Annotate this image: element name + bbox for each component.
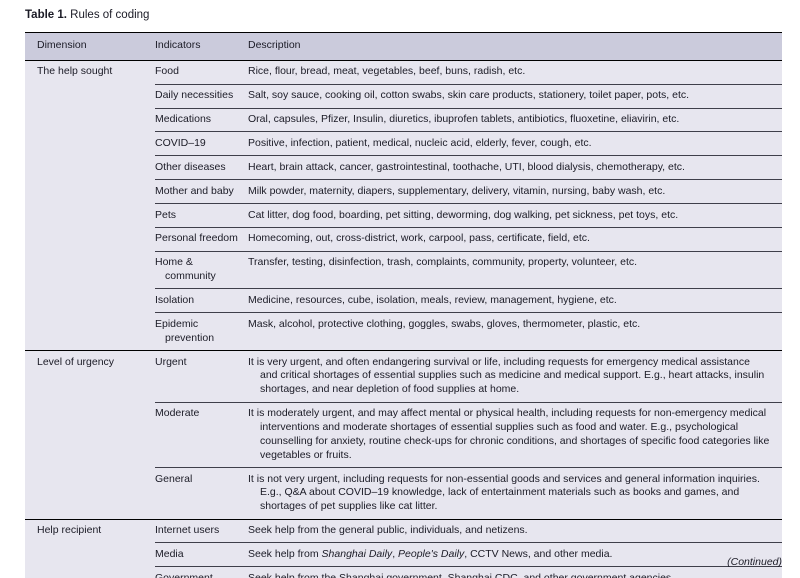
description-cell: Homecoming, out, cross-district, work, c… (248, 226, 782, 251)
dimension-cell (25, 179, 155, 203)
description-cell: It is moderately urgent, and may affect … (248, 401, 782, 467)
description-cell: Mask, alcohol, protective clothing, gogg… (248, 312, 782, 350)
table-row: Level of urgency Urgent It is very urgent,… (25, 351, 782, 402)
table-row: Other diseases Heart, brain attack, cance… (25, 155, 782, 179)
italic-text-segment: People's Daily (398, 547, 465, 560)
table-row: Home & community Transfer, testing, disin… (25, 250, 782, 289)
italic-text-segment: Shanghai Daily (321, 547, 393, 560)
dimension-cell (25, 566, 155, 578)
table-title-label: Table 1. (25, 9, 67, 21)
column-header-description: Description (248, 39, 301, 51)
dimension-cell (25, 155, 155, 179)
indicator-cell: COVID–19 (155, 131, 248, 155)
table-title: Table 1. Rules of coding (25, 9, 149, 23)
description-cell: Rice, flour, bread, meat, vegetables, be… (248, 65, 526, 78)
indicator-cell: General (155, 467, 248, 519)
dimension-cell (25, 203, 155, 227)
column-header-dimension: Dimension (37, 39, 87, 51)
description-cell: Milk powder, maternity, diapers, supplem… (248, 179, 782, 203)
dimension-cell (25, 402, 155, 467)
dimension-cell: The help sought (37, 65, 113, 78)
indicator-cell: Food (155, 65, 179, 78)
description-cell: Medicine, resources, cube, isolation, me… (248, 288, 782, 312)
indicator-cell: Government (155, 566, 248, 578)
text-segment: , CCTV News, and other media. (464, 547, 613, 560)
dimension-cell (25, 108, 155, 132)
dimension-cell (25, 288, 155, 312)
table-row: Personal freedom Homecoming, out, cross-d… (25, 226, 782, 251)
indicator-cell: Moderate (155, 401, 248, 467)
description-cell: Seek help from Shanghai Daily, People's … (248, 542, 782, 566)
table-row: Help recipient Internet users Seek help fr… (25, 520, 782, 543)
table-row: COVID–19 Positive, infection, patient, me… (25, 131, 782, 155)
indicator-cell: Home & community (155, 250, 248, 289)
continued-note: (Continued) (727, 556, 782, 568)
description-cell: Salt, soy sauce, cooking oil, cotton swa… (248, 83, 782, 108)
dimension-cell (25, 312, 155, 350)
indicator-cell: Daily necessities (155, 83, 248, 108)
table-section: Help recipient Internet users Seek help fr… (25, 518, 782, 578)
indicator-cell: Urgent (155, 355, 187, 368)
indicator-cell: Isolation (155, 288, 248, 312)
dimension-cell (25, 542, 155, 566)
table-section: Level of urgency Urgent It is very urgent,… (25, 350, 782, 519)
description-cell: Cat litter, dog food, boarding, pet sitt… (248, 203, 782, 227)
table-row: Government Seek help from the Shanghai go… (25, 566, 782, 578)
indicator-cell: Media (155, 542, 248, 566)
dimension-cell (25, 467, 155, 519)
indicator-cell: Medications (155, 107, 248, 132)
table-row: Moderate It is moderately urgent, and may… (25, 401, 782, 467)
description-cell: Oral, capsules, Pfizer, Insulin, diureti… (248, 107, 782, 132)
dimension-cell (25, 251, 155, 289)
indicator-cell: Other diseases (155, 155, 248, 179)
table-row: Isolation Medicine, resources, cube, isol… (25, 288, 782, 312)
description-cell: Transfer, testing, disinfection, trash, … (248, 250, 782, 289)
indicator-cell: Pets (155, 203, 248, 227)
dimension-cell (25, 227, 155, 251)
rules-of-coding-table: Dimension Indicators Description The hel… (25, 32, 782, 578)
description-cell: Heart, brain attack, cancer, gastrointes… (248, 155, 782, 179)
table-row: Mother and baby Milk powder, maternity, d… (25, 179, 782, 203)
table-row: Pets Cat litter, dog food, boarding, pet … (25, 203, 782, 227)
indicator-cell: Epidemic prevention (155, 312, 248, 350)
description-cell: It is very urgent, and often endangering… (248, 355, 765, 396)
description-cell: Positive, infection, patient, medical, n… (248, 131, 782, 155)
text-segment: Seek help from (248, 547, 322, 560)
dimension-cell (25, 131, 155, 155)
indicator-cell: Personal freedom (155, 226, 248, 251)
description-cell: It is not very urgent, including request… (248, 467, 782, 519)
table-row: Epidemic prevention Mask, alcohol, protec… (25, 312, 782, 350)
column-header-indicators: Indicators (155, 39, 201, 51)
indicator-cell: Internet users (155, 524, 220, 537)
text-segment: , (392, 547, 399, 560)
table-row: Media Seek help from Shanghai Daily, Peop… (25, 542, 782, 566)
dimension-cell: Level of urgency (37, 355, 115, 368)
table-row: Medications Oral, capsules, Pfizer, Insul… (25, 107, 782, 132)
table-row: The help sought Food Rice, flour, bread, m… (25, 61, 782, 84)
table-title-text: Rules of coding (70, 9, 150, 21)
description-cell: Seek help from the Shanghai government, … (248, 566, 782, 578)
description-cell: Seek help from the general public, indiv… (248, 524, 528, 537)
table-row: Daily necessities Salt, soy sauce, cookin… (25, 83, 782, 108)
table-row: General It is not very urgent, including … (25, 467, 782, 519)
dimension-cell (25, 84, 155, 108)
dimension-cell: Help recipient (37, 524, 102, 537)
table-header-row: Dimension Indicators Description (25, 33, 782, 61)
table-section: The help sought Food Rice, flour, bread, m… (25, 61, 782, 350)
table-body: The help sought Food Rice, flour, bread, m… (25, 61, 782, 578)
indicator-cell: Mother and baby (155, 179, 248, 203)
